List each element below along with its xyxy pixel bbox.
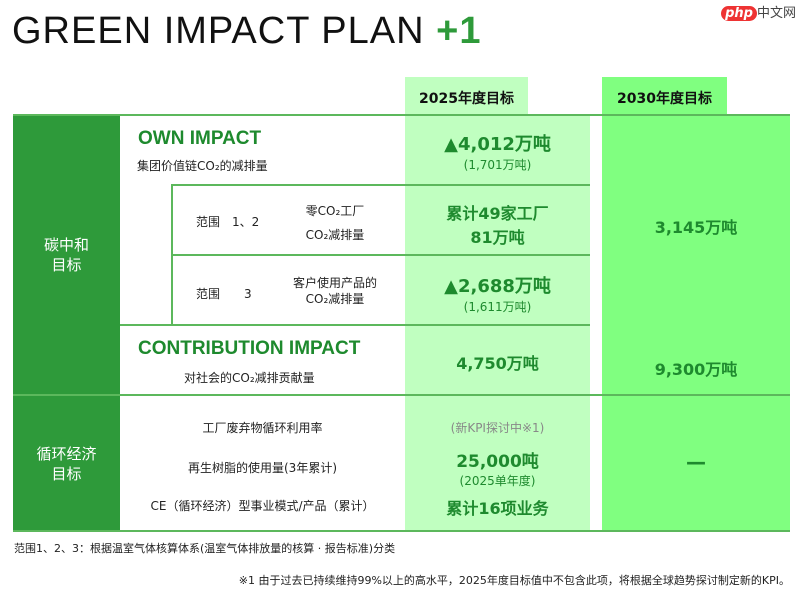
- divider: [13, 394, 790, 396]
- contribution-2030: 9,300万吨: [654, 360, 738, 379]
- watermark-logo: php 中文网: [721, 2, 796, 21]
- scope3-value: ▲2,688万吨: [444, 276, 551, 297]
- scope3-2025: ▲2,688万吨 (1,611万吨): [405, 272, 590, 315]
- label-line2: 目标: [51, 465, 82, 483]
- page-title: GREEN IMPACT PLAN +1: [12, 10, 481, 53]
- scope12-2025: 累计49家工厂 81万吨: [405, 200, 590, 248]
- contribution-impact-desc: 对社会的CO₂减排贡献量: [184, 371, 315, 385]
- scope3-items: 客户使用产品的 CO₂减排量: [280, 275, 390, 307]
- circular-row-value: 25,000吨 (2025单年度): [405, 447, 590, 489]
- label-line1: 循环经济: [36, 445, 97, 463]
- header-2030-label: 2030年度目标: [617, 90, 712, 107]
- divider: [172, 254, 590, 256]
- circular-row-value: 累计16项业务: [446, 499, 549, 518]
- scope3-item1: 客户使用产品的: [292, 276, 377, 290]
- resin-subvalue: (2025单年度): [459, 474, 536, 488]
- scope3-subvalue: (1,611万吨): [463, 300, 532, 314]
- header-2025-label: 2025年度目标: [419, 90, 514, 107]
- watermark-badge: php: [721, 6, 757, 21]
- circular-economy-label: 循环经济 目标: [13, 396, 120, 532]
- circular-row-label: 工厂废弃物循环利用率: [202, 421, 323, 435]
- scope-note: 范围1、2、3：根据温室气体核算体系(温室气体排放量的核算 · 报告标准)分类: [14, 542, 396, 555]
- own-impact-desc: 集团价值链CO₂的减排量: [137, 159, 268, 173]
- divider: [13, 114, 790, 116]
- own-impact-subvalue: (1,701万吨): [463, 158, 532, 172]
- own-impact-2025: ▲4,012万吨 (1,701万吨): [405, 130, 590, 173]
- scope12-items: 零CO₂工厂 CO₂减排量: [290, 202, 380, 243]
- scope12-value1: 累计49家工厂: [446, 204, 549, 223]
- header-2030: 2030年度目标: [602, 77, 727, 118]
- contribution-2025: 4,750万吨: [456, 354, 539, 373]
- divider: [172, 184, 590, 186]
- title-text: GREEN IMPACT PLAN: [12, 10, 425, 52]
- title-plus: +1: [436, 10, 482, 52]
- scope12-label: 范围 1、2: [196, 215, 260, 229]
- own-impact-2030: 3,145万吨: [654, 218, 738, 237]
- resin-value: 25,000吨: [456, 452, 539, 472]
- divider: [13, 530, 790, 532]
- label-line1: 碳中和: [43, 236, 89, 254]
- column-2030: [602, 116, 790, 532]
- scope3-label: 范围 3: [196, 287, 252, 301]
- circular-2030: —: [686, 450, 706, 474]
- scope12-value2: 81万吨: [470, 228, 525, 247]
- scope3-item2: CO₂减排量: [305, 292, 365, 306]
- circular-row-label: 再生树脂的使用量(3年累计): [188, 461, 337, 475]
- own-impact-title: OWN IMPACT: [138, 128, 262, 149]
- watermark-text: 中文网: [756, 6, 796, 21]
- circular-row-label: CE（循环经济）型事业模式/产品（累计）: [150, 499, 375, 513]
- divider: [120, 324, 590, 326]
- contribution-impact-title: CONTRIBUTION IMPACT: [138, 338, 361, 359]
- header-2025: 2025年度目标: [405, 77, 528, 118]
- own-impact-value: ▲4,012万吨: [444, 134, 551, 155]
- carbon-neutral-label: 碳中和 目标: [13, 116, 120, 394]
- circular-row-value: (新KPI探讨中※1): [450, 421, 545, 435]
- scope12-item2: CO₂减排量: [305, 228, 365, 242]
- scope12-item1: 零CO₂工厂: [305, 204, 365, 218]
- label-line2: 目标: [51, 256, 82, 274]
- footnote: ※1 由于过去已持续维持99%以上的高水平，2025年度目标值中不包含此项，将根…: [238, 574, 790, 587]
